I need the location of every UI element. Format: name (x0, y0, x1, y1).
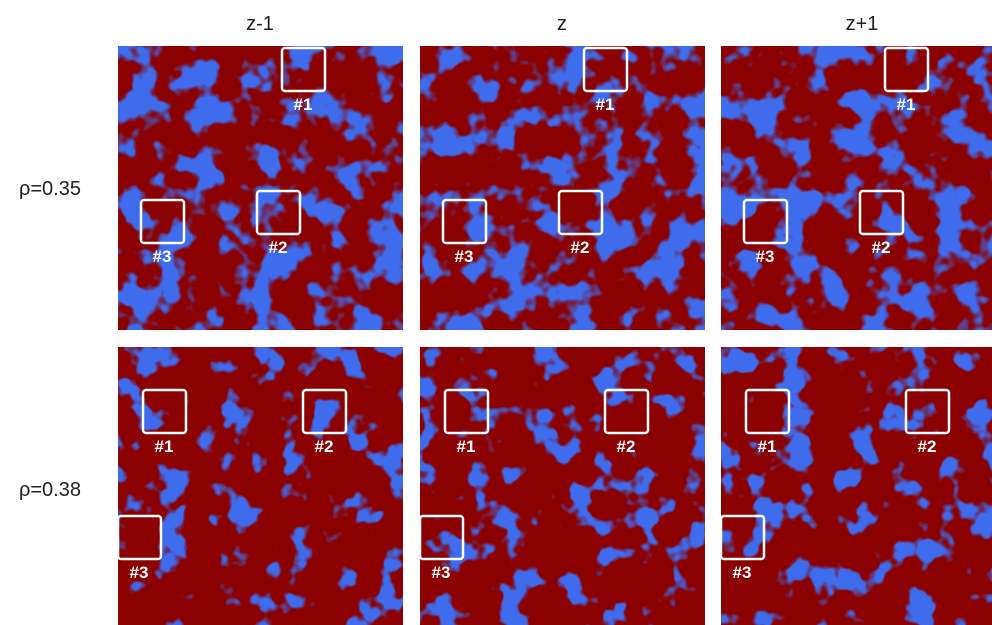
roi-label: #1 (294, 95, 313, 114)
roi-label: #1 (758, 437, 777, 456)
panel-texture (721, 46, 992, 330)
roi-label: #1 (155, 437, 174, 456)
roi-label: #2 (269, 238, 288, 257)
panel-texture (118, 46, 403, 330)
roi-label: #1 (457, 437, 476, 456)
panel-texture (118, 347, 403, 625)
roi-label: #2 (315, 437, 334, 456)
roi-label: #2 (872, 238, 891, 257)
roi-label: #1 (897, 95, 916, 114)
column-label: z (557, 13, 567, 35)
roi-label: #3 (130, 563, 149, 582)
row-label: ρ=0.38 (19, 479, 81, 501)
image-panel: #1 #2 #3 (420, 347, 705, 625)
row-label: ρ=0.35 (19, 178, 81, 200)
roi-label: #3 (756, 247, 775, 266)
column-label: z-1 (246, 13, 274, 35)
image-panel: #1 #2 #3 (118, 46, 403, 330)
roi-label: #3 (432, 563, 451, 582)
image-panel: #1 #2 #3 (420, 46, 705, 330)
image-panel: #1 #2 #3 (118, 347, 403, 625)
panel-texture (420, 46, 705, 330)
roi-label: #2 (918, 437, 937, 456)
column-label: z+1 (846, 13, 879, 35)
roi-label: #3 (153, 247, 172, 266)
image-panel: #1 #2 #3 (721, 46, 992, 330)
figure: z-1zz+1ρ=0.35#1#2#3#1#2#3#1#2#3ρ=0.38#1#… (0, 0, 992, 625)
image-panel: #1 #2 #3 (721, 347, 992, 625)
roi-label: #2 (571, 238, 590, 257)
roi-label: #2 (617, 437, 636, 456)
roi-label: #3 (733, 563, 752, 582)
roi-label: #3 (455, 247, 474, 266)
panel-texture (420, 347, 705, 625)
panel-texture (721, 347, 992, 625)
roi-label: #1 (596, 95, 615, 114)
